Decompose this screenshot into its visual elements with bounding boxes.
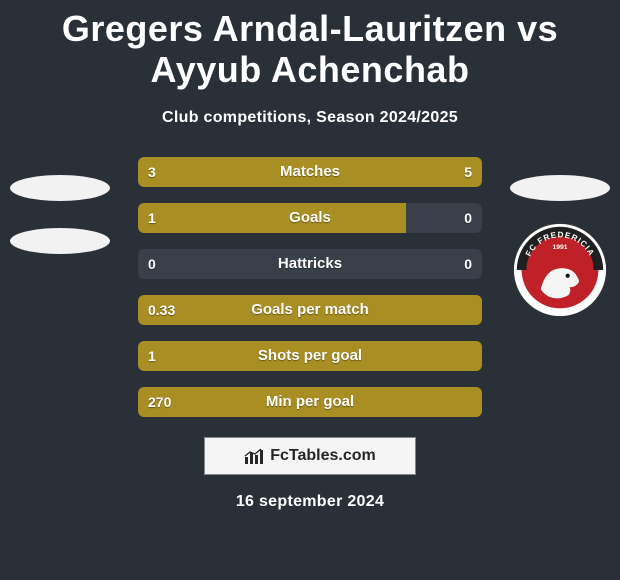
date-text: 16 september 2024	[0, 493, 620, 511]
fctables-text: FcTables.com	[270, 447, 376, 465]
page-title: Gregers Arndal-Lauritzen vs Ayyub Achenc…	[0, 0, 620, 91]
metric-row: 1Shots per goal	[10, 341, 610, 371]
metric-label: Shots per goal	[138, 341, 482, 371]
metric-label: Min per goal	[138, 387, 482, 417]
chart-icon	[244, 447, 264, 465]
subtitle: Club competitions, Season 2024/2025	[0, 109, 620, 127]
bar-track: 1Shots per goal	[138, 341, 482, 371]
svg-text:1991: 1991	[553, 244, 568, 251]
metric-label: Goals per match	[138, 295, 482, 325]
bar-track: 00Hattricks	[138, 249, 482, 279]
player-photo-placeholder	[10, 175, 110, 201]
bar-track: 10Goals	[138, 203, 482, 233]
club-badge-icon: FC FREDERICIA 1991	[512, 222, 608, 318]
bar-track: 35Matches	[138, 157, 482, 187]
metric-label: Goals	[138, 203, 482, 233]
fctables-logo: FcTables.com	[204, 437, 416, 475]
player-photo-placeholder	[10, 228, 110, 254]
bar-track: 0.33Goals per match	[138, 295, 482, 325]
club-badge: FC FREDERICIA 1991	[512, 222, 608, 318]
metric-label: Matches	[138, 157, 482, 187]
bar-track: 270Min per goal	[138, 387, 482, 417]
metric-row: 270Min per goal	[10, 387, 610, 417]
metric-label: Hattricks	[138, 249, 482, 279]
player-photo-placeholder	[510, 175, 610, 201]
